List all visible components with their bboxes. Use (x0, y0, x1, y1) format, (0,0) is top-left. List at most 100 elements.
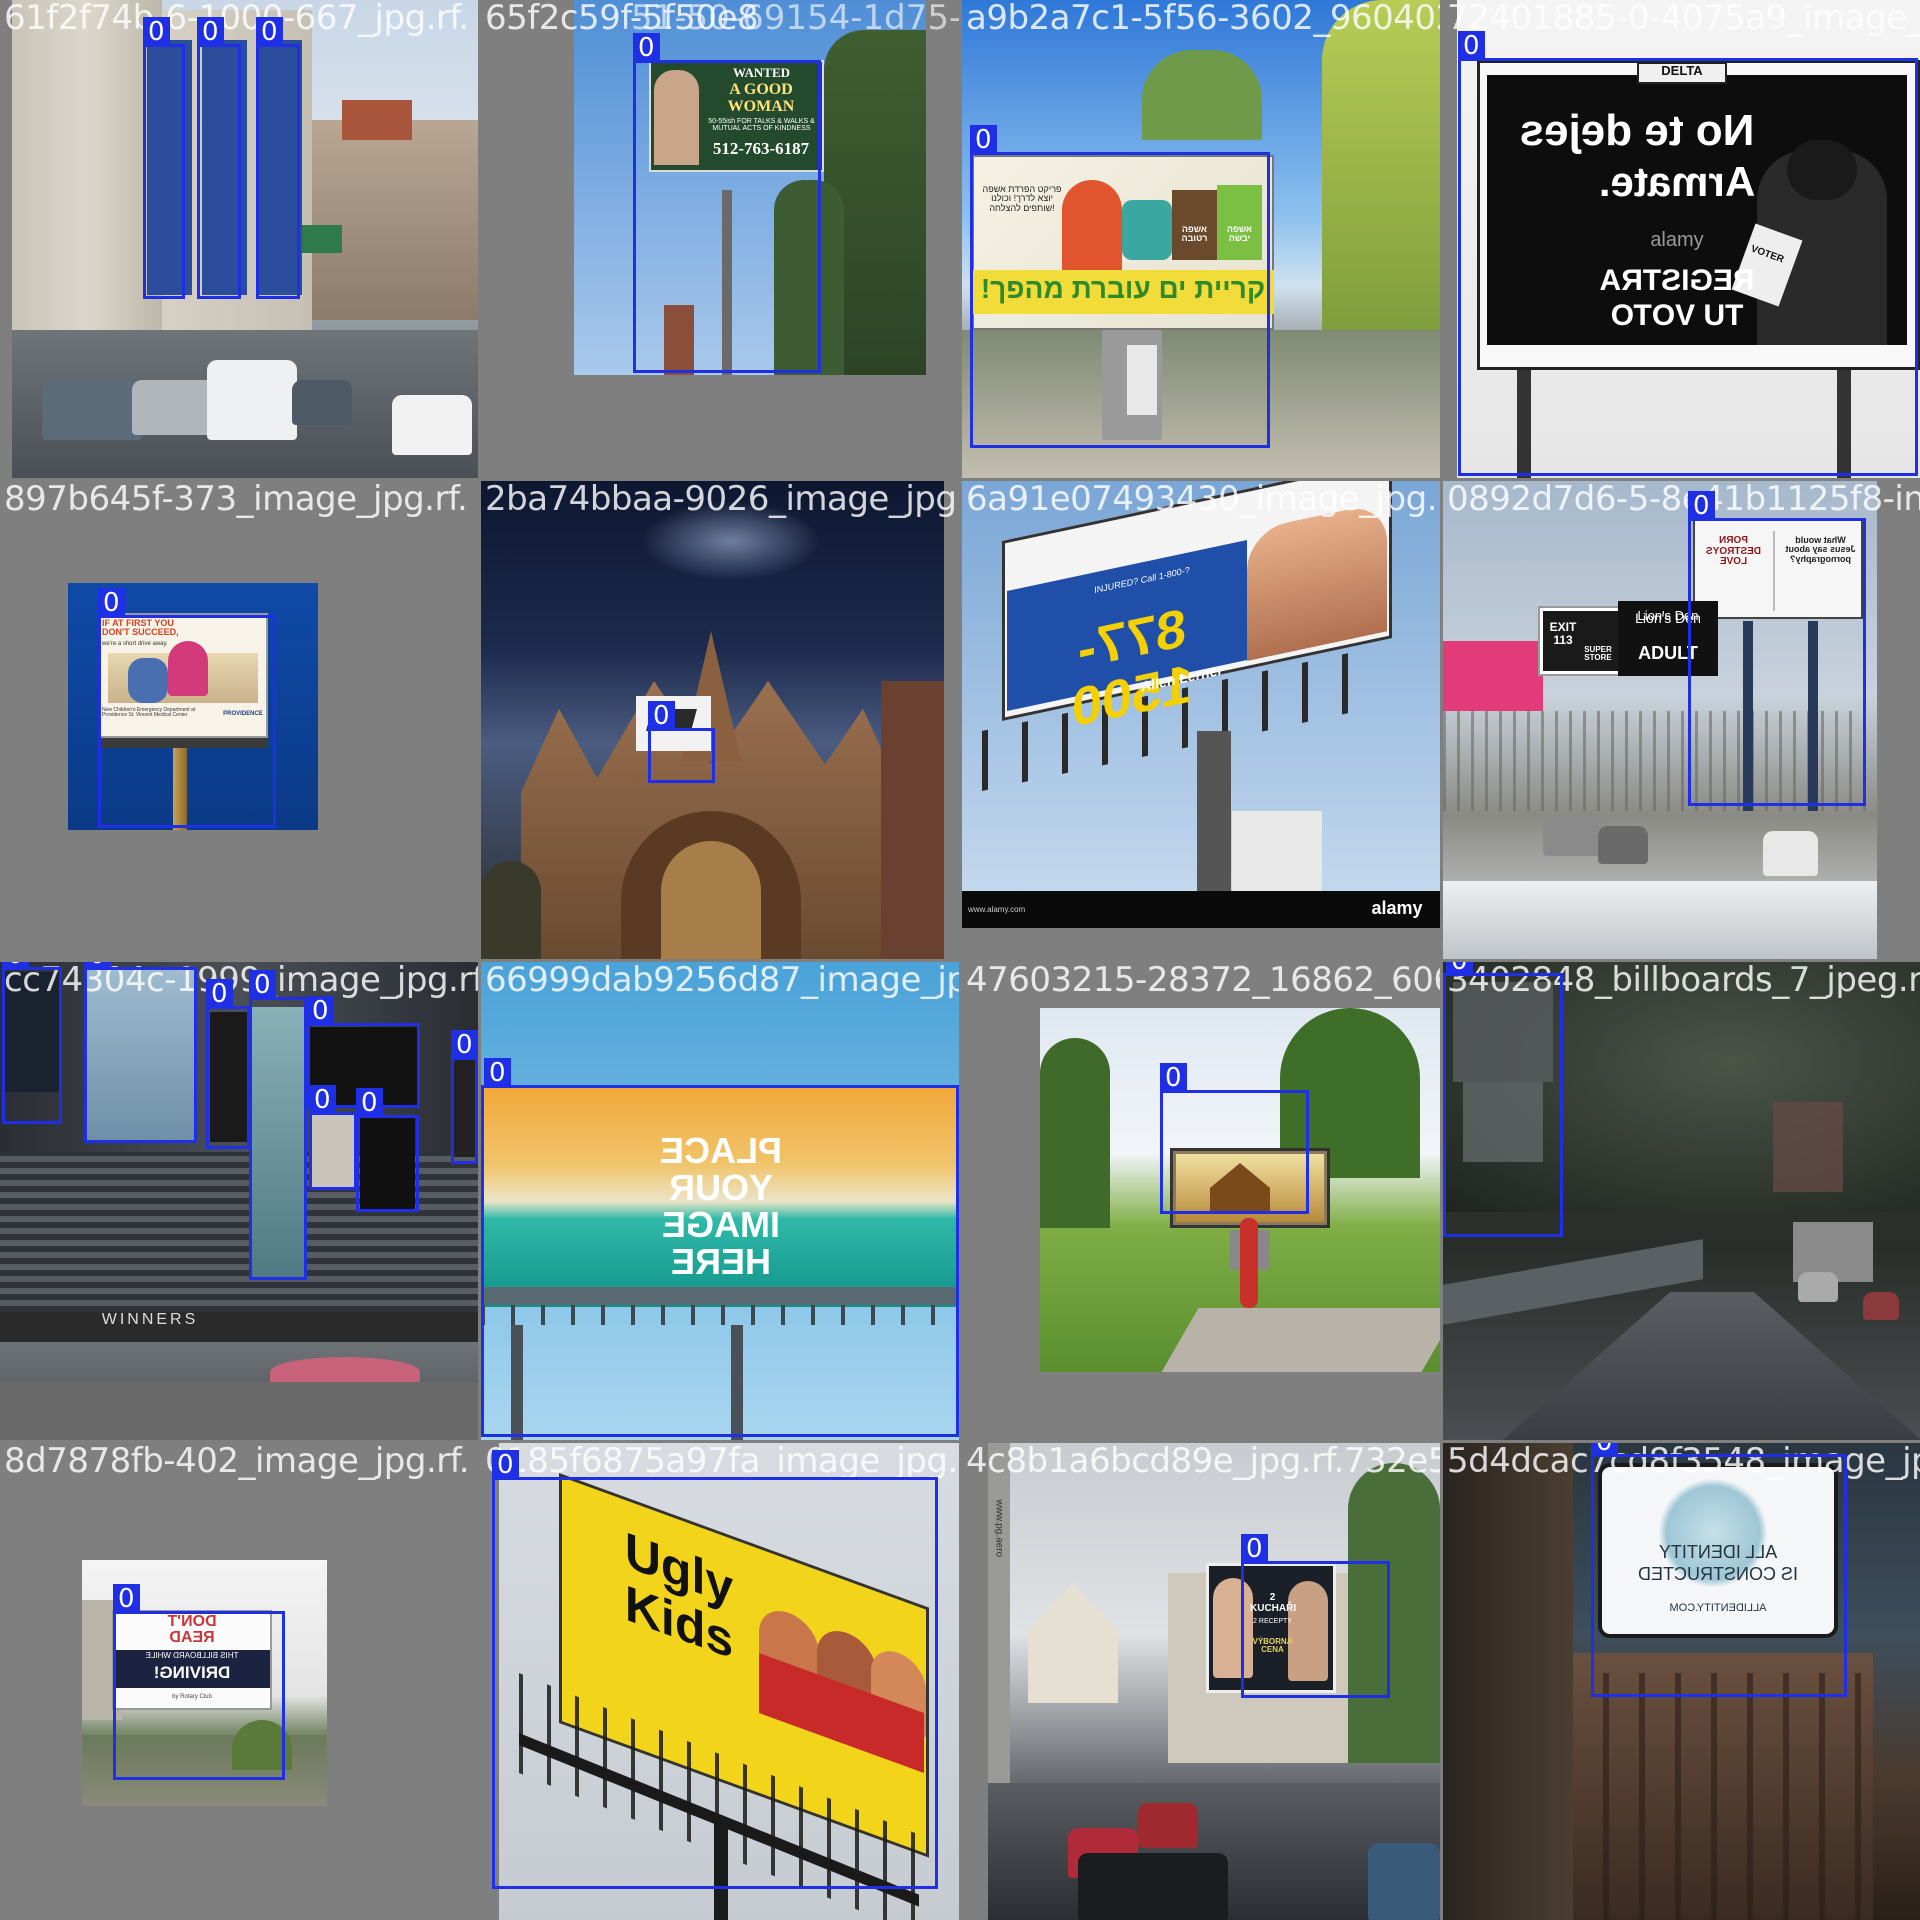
bbox-label: 0 (84, 962, 111, 970)
tile-13[interactable]: DON'T READ THIS BILLBOARD WHILE DRIVING!… (0, 1443, 478, 1920)
tile-9-bbox-6[interactable]: 0 (309, 1085, 357, 1190)
tile-5-billboard-brand: PROVIDENCE (223, 711, 263, 717)
tile-15-photo: www.pg.aero 2 KUCHAŘI 2 RECEPTY VÝBORNÁ … (988, 1443, 1440, 1920)
bbox-label: 0 (98, 588, 125, 618)
tile-9-bbox-7[interactable]: 0 (356, 1088, 419, 1212)
tile-3-bbox-1[interactable]: 0 (970, 125, 1270, 448)
tile-15-side-text: www.pg.aero (993, 1499, 1005, 1558)
tile-15-billboard-line3: VÝBORNÁ CENA (1252, 1637, 1293, 1655)
tile-13-billboard-footer: by Rotary Club (172, 1694, 212, 1700)
tile-3-billboard-headline: !קריית ים עוברת מהפך (980, 273, 1266, 304)
tile-7-footer: www.alamy.com (968, 905, 1026, 914)
bbox-label: 0 (356, 1088, 383, 1118)
bbox-label: 0 (451, 1030, 478, 1060)
tile-9-bbox-2[interactable]: 0 (84, 962, 197, 1143)
tile-5-caption: 897b645f-373_image_jpg.rf. (4, 481, 468, 519)
tile-5[interactable]: IF AT FIRST YOU DON'T SUCCEED, we're a s… (0, 481, 478, 959)
bbox-label: 0 (309, 1085, 336, 1115)
tile-15-billboard-line2: 2 RECEPTY (1253, 1618, 1292, 1625)
tile-8-sign2-a-text: Lion's Den (1637, 608, 1699, 623)
tile-16-photo: ALL IDENTITY IS CONSTRUCTED ALLIDENTITY.… (1443, 1443, 1920, 1920)
tile-9-bbox-3[interactable]: 0 (206, 979, 250, 1149)
tile-1-photo (12, 0, 478, 478)
tile-11-photo (1040, 1008, 1440, 1372)
tile-3-photo: !קריית ים עוברת מהפך פריקט הפרדת אשפה יו… (962, 0, 1440, 478)
tile-10[interactable]: PLACE YOUR IMAGE HERE 66999dab9256d87_im… (481, 962, 959, 1440)
bbox-label: 0 (1241, 1534, 1268, 1564)
tile-4-photo: DELTA No te dejes Armate. REGISTRA TU VO… (1457, 0, 1920, 478)
tile-7-photo: 877-1500 Allen Lerner INJURED? Call 1-80… (962, 481, 1440, 928)
tile-9-bbox-4[interactable]: 0 (249, 970, 307, 1280)
tile-12-photo (1443, 962, 1920, 1440)
tile-15-billboard-line1: 2 KUCHAŘI (1250, 1592, 1297, 1614)
bbox-label: 0 (1591, 1443, 1618, 1457)
tile-1-bbox-2[interactable]: 0 (197, 17, 241, 299)
tile-1-bbox-1[interactable]: 0 (143, 17, 185, 299)
bbox-label: 0 (1688, 491, 1715, 521)
tile-6[interactable]: 2ba74bbaa-9026_image_jpg.rf. 0 (481, 481, 959, 959)
tile-9-bbox-5[interactable]: 0 (307, 996, 420, 1108)
tile-5-photo: IF AT FIRST YOU DON'T SUCCEED, we're a s… (68, 583, 318, 830)
tile-4-bbox-1[interactable]: 0 (1458, 31, 1918, 476)
tile-11-caption: 47603215-28372_16862_6063 (966, 962, 1440, 1000)
tile-9[interactable]: WINNERS cc74304c-1999_image_jpg.rf. 0 0 … (0, 962, 478, 1440)
tile-3[interactable]: !קריית ים עוברת מהפך פריקט הפרדת אשפה יו… (962, 0, 1440, 478)
tile-7[interactable]: 877-1500 Allen Lerner INJURED? Call 1-80… (962, 481, 1440, 959)
tile-14-photo: Ugly Kids (499, 1443, 959, 1920)
tile-12-bbox-1[interactable]: 0 (1443, 962, 1563, 1237)
tile-8[interactable]: Lion's Den Lion's Den ADULT SUPER STORE … (1443, 481, 1920, 959)
tile-3-billboard-bin2: אשפה יבשה (1226, 224, 1253, 244)
tile-8-bbox-1[interactable]: 0 (1688, 491, 1866, 806)
tile-10-photo: PLACE YOUR IMAGE HERE (481, 962, 959, 1440)
bbox-label: 0 (970, 125, 997, 155)
bbox-label: 0 (484, 1058, 511, 1088)
tile-10-bbox-1[interactable]: 0 (481, 1058, 959, 1437)
bbox-label: 0 (307, 996, 334, 1026)
tile-11-bbox-1[interactable]: 0 (1160, 1063, 1309, 1214)
tile-2-billboard-phone: 512-763-6187 (712, 139, 810, 158)
tile-4-top-sign: DELTA (1661, 63, 1703, 78)
bbox-label: 0 (206, 979, 233, 1009)
tile-16-bbox-1[interactable]: 0 (1591, 1443, 1847, 1697)
bbox-label: 0 (648, 701, 675, 731)
tile-8-photo: Lion's Den Lion's Den ADULT SUPER STORE … (1443, 481, 1877, 959)
tile-2-billboard-headline: A GOOD WOMAN (727, 81, 795, 115)
tile-13-bbox-1[interactable]: 0 (113, 1584, 285, 1780)
tile-2-bbox-1[interactable]: 0 (633, 33, 821, 373)
bbox-label: 0 (143, 17, 170, 47)
tile-1[interactable]: 61f2f74b-6-1000-667_jpg.rf. 0 0 0 (0, 0, 478, 478)
tile-6-bbox-1[interactable]: 0 (648, 701, 715, 783)
tile-4[interactable]: DELTA No te dejes Armate. REGISTRA TU VO… (1443, 0, 1920, 478)
bbox-label: 0 (2, 962, 29, 970)
tile-5-billboard-headline: IF AT FIRST YOU DON'T SUCCEED, (102, 618, 179, 638)
bbox-label: 0 (633, 33, 660, 63)
tile-8-sign2-a: Lion's Den (1635, 610, 1701, 626)
tile-12[interactable]: 3402848_billboards_7_jpeg.rf. 0 (1443, 962, 1920, 1440)
bbox-label: 0 (1458, 31, 1485, 61)
tile-14[interactable]: Ugly Kids 0185f6875a97fa_image_jpg.rf. 0 (481, 1443, 959, 1920)
tile-2[interactable]: WANTED A GOOD WOMAN 50-55ish FOR TALKS &… (481, 0, 959, 478)
tile-9-bbox-1[interactable]: 0 (2, 962, 62, 1124)
tile-11[interactable]: 47603215-28372_16862_6063 0 (962, 962, 1440, 1440)
tile-3-billboard-bin1: אשפה רטובה (1181, 224, 1208, 244)
tile-5-bbox-1[interactable]: 0 (98, 588, 276, 828)
tile-9-bbox-8[interactable]: 0 (451, 1030, 478, 1164)
tile-2-billboard-wanted: WANTED (732, 65, 791, 80)
tile-14-bbox-1[interactable]: 0 (492, 1450, 938, 1889)
tile-13-photo: DON'T READ THIS BILLBOARD WHILE DRIVING!… (82, 1560, 327, 1806)
tile-2-billboard-sub: 50-55ish FOR TALKS & WALKS & MUTUAL ACTS… (708, 118, 815, 133)
tile-8-exit: EXIT 113 (1549, 620, 1577, 647)
bbox-label: 0 (1446, 962, 1473, 976)
tile-5-billboard-footer: New Children's Emergency Department at P… (102, 707, 196, 719)
tile-1-bbox-3[interactable]: 0 (256, 17, 300, 299)
tile-15-bbox-1[interactable]: 0 (1241, 1534, 1390, 1698)
tile-15[interactable]: www.pg.aero 2 KUCHAŘI 2 RECEPTY VÝBORNÁ … (962, 1443, 1440, 1920)
bbox-label: 0 (256, 17, 283, 47)
tile-4-watermark: alamy (1650, 229, 1704, 251)
bbox-label: 0 (197, 17, 224, 47)
tile-16[interactable]: ALL IDENTITY IS CONSTRUCTED ALLIDENTITY.… (1443, 1443, 1920, 1920)
bbox-label: 0 (492, 1450, 519, 1480)
tile-7-watermark: alamy (1371, 898, 1423, 918)
tile-8-sign2-b: ADULT (1638, 643, 1698, 663)
